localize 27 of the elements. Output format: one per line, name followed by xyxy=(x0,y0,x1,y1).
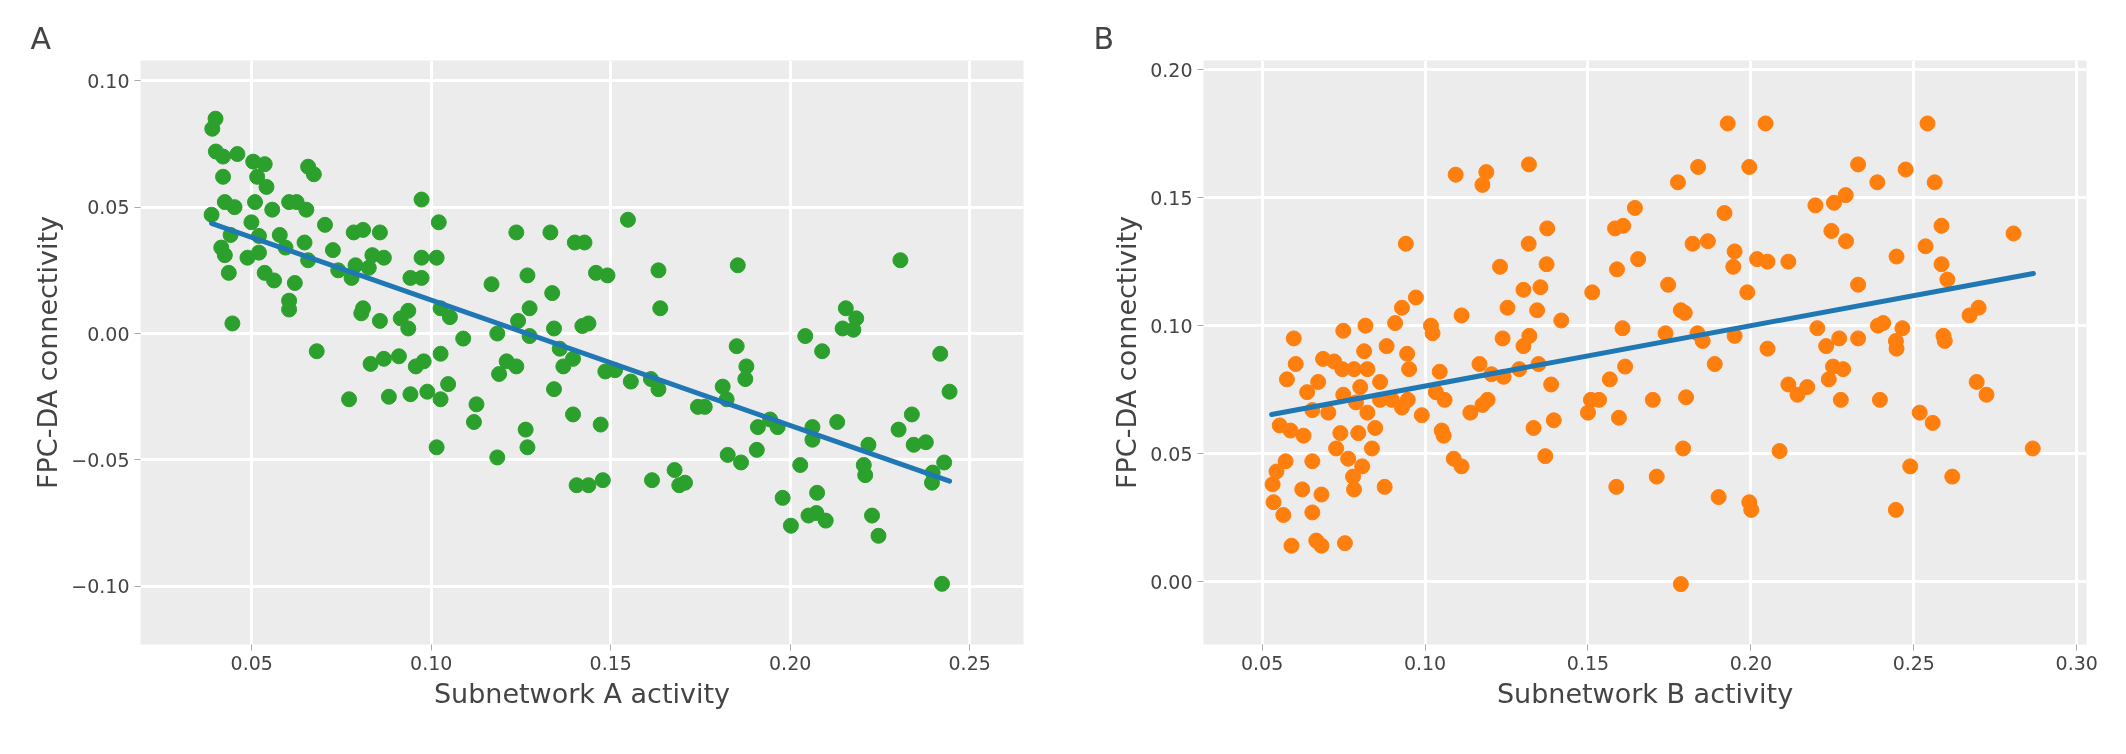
y-tick-label: 0.10 xyxy=(87,69,130,92)
x-tick-label: 0.05 xyxy=(1241,651,1284,674)
y-tick-label: 0.05 xyxy=(87,196,130,219)
y-tick-label: −0.10 xyxy=(71,575,130,598)
y-tick-label: 0.00 xyxy=(1150,570,1193,593)
x-axis-title: Subnetwork B activity xyxy=(1496,677,1794,709)
x-tick-label: 0.15 xyxy=(1566,651,1610,674)
x-tick-label: 0.30 xyxy=(2055,651,2098,674)
x-tick-label: 0.20 xyxy=(1729,651,1773,674)
chart-title: A xyxy=(30,20,52,56)
y-tick-label: 0.20 xyxy=(1150,58,1193,81)
x-tick-label: 0.25 xyxy=(1892,651,1935,674)
x-tick-label: 0.15 xyxy=(589,651,632,674)
x-tick-label: 0.10 xyxy=(1403,651,1447,674)
chart-title: B xyxy=(1093,20,1115,56)
y-axis-title: FPC-DA connectivity xyxy=(32,216,64,489)
x-tick-label: 0.10 xyxy=(410,651,453,674)
y-tick-label: 0.05 xyxy=(1150,442,1193,465)
y-axis-title: FPC-DA connectivity xyxy=(1111,216,1143,489)
x-axis-title: Subnetwork A activity xyxy=(433,677,731,709)
y-tick-label: 0.00 xyxy=(87,322,130,345)
x-tick-label: 0.25 xyxy=(948,651,991,674)
y-tick-label: 0.10 xyxy=(1150,314,1193,337)
y-tick-label: 0.15 xyxy=(1150,186,1193,209)
x-tick-label: 0.05 xyxy=(230,651,273,674)
x-tick-label: 0.20 xyxy=(769,651,812,674)
y-tick-label: −0.05 xyxy=(71,448,130,471)
